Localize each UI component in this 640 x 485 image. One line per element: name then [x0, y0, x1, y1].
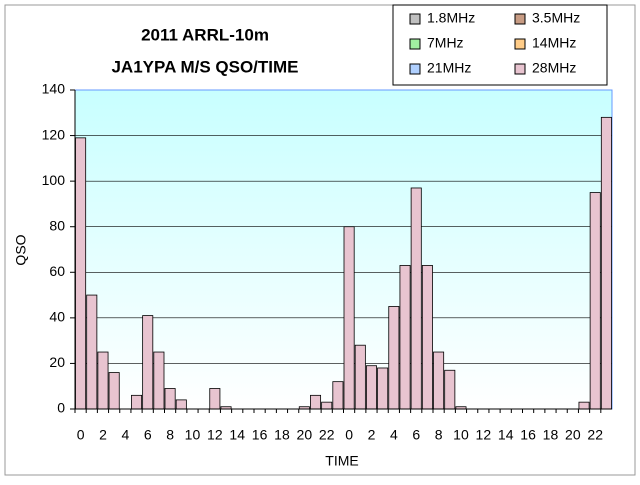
x-tick-label: 6: [144, 427, 152, 443]
bar: [399, 265, 411, 410]
x-tick-label: 10: [185, 427, 201, 443]
x-axis-label: TIME: [325, 453, 358, 469]
legend-label: 28MHz: [532, 60, 576, 76]
x-tick-label: 14: [229, 427, 245, 443]
bar: [209, 388, 221, 410]
x-tick-label: 4: [390, 427, 398, 443]
y-tick-label: 60: [49, 263, 65, 279]
bar: [164, 388, 176, 410]
y-axis-label: QSO: [13, 234, 29, 265]
x-tick-label: 4: [121, 427, 129, 443]
bar: [175, 399, 187, 410]
chart-title: 2011 ARRL-10m: [141, 25, 269, 44]
bar: [388, 306, 400, 410]
x-tick-label: 16: [252, 427, 268, 443]
x-tick-label: 18: [274, 427, 290, 443]
bar: [433, 351, 445, 410]
x-tick-label: 8: [166, 427, 174, 443]
bar: [589, 192, 601, 410]
legend-label: 21MHz: [427, 60, 471, 76]
y-tick-label: 80: [49, 217, 65, 233]
legend: [392, 4, 608, 86]
y-tick-label: 20: [49, 354, 65, 370]
legend-swatch: [514, 38, 526, 50]
bar: [108, 372, 120, 410]
bar: [600, 116, 612, 410]
x-tick-label: 2: [99, 427, 107, 443]
bar: [578, 401, 590, 410]
y-tick-label: 0: [57, 400, 65, 416]
x-tick-label: 20: [565, 427, 581, 443]
x-tick-label: 6: [412, 427, 420, 443]
x-tick-label: 12: [476, 427, 492, 443]
bar: [86, 294, 98, 410]
x-tick-label: 22: [319, 427, 335, 443]
legend-label: 7MHz: [427, 35, 464, 51]
x-tick-label: 22: [587, 427, 603, 443]
x-tick-label: 18: [543, 427, 559, 443]
legend-swatch: [514, 63, 526, 75]
bar: [97, 351, 109, 410]
legend-swatch: [409, 38, 421, 50]
bar: [310, 394, 322, 410]
bar: [142, 315, 154, 410]
x-tick-label: 2: [368, 427, 376, 443]
x-tick-label: 0: [77, 427, 85, 443]
legend-swatch: [514, 13, 526, 25]
plot-area: [74, 89, 613, 410]
bar: [410, 187, 422, 410]
y-tick-label: 120: [42, 126, 66, 142]
legend-swatch: [409, 13, 421, 25]
bar: [332, 381, 344, 410]
bar: [444, 369, 456, 410]
bar: [421, 265, 433, 410]
x-tick-label: 0: [345, 427, 353, 443]
bar: [321, 401, 333, 410]
bar: [343, 226, 355, 410]
bar: [75, 137, 87, 410]
legend-label: 1.8MHz: [427, 10, 475, 26]
x-tick-label: 16: [520, 427, 536, 443]
x-tick-label: 12: [207, 427, 223, 443]
bar: [365, 365, 377, 410]
bar: [354, 344, 366, 410]
x-tick-label: 10: [453, 427, 469, 443]
legend-swatch: [409, 63, 421, 75]
legend-label: 3.5MHz: [532, 10, 580, 26]
bar: [131, 394, 143, 410]
chart-subtitle: JA1YPA M/S QSO/TIME: [111, 57, 298, 76]
bar: [377, 367, 389, 410]
y-tick-label: 140: [42, 81, 66, 97]
legend-label: 14MHz: [532, 35, 576, 51]
x-tick-label: 20: [297, 427, 313, 443]
bar: [153, 351, 165, 410]
x-tick-label: 14: [498, 427, 514, 443]
y-tick-label: 100: [42, 172, 66, 188]
x-tick-label: 8: [435, 427, 443, 443]
y-tick-label: 40: [49, 309, 65, 325]
